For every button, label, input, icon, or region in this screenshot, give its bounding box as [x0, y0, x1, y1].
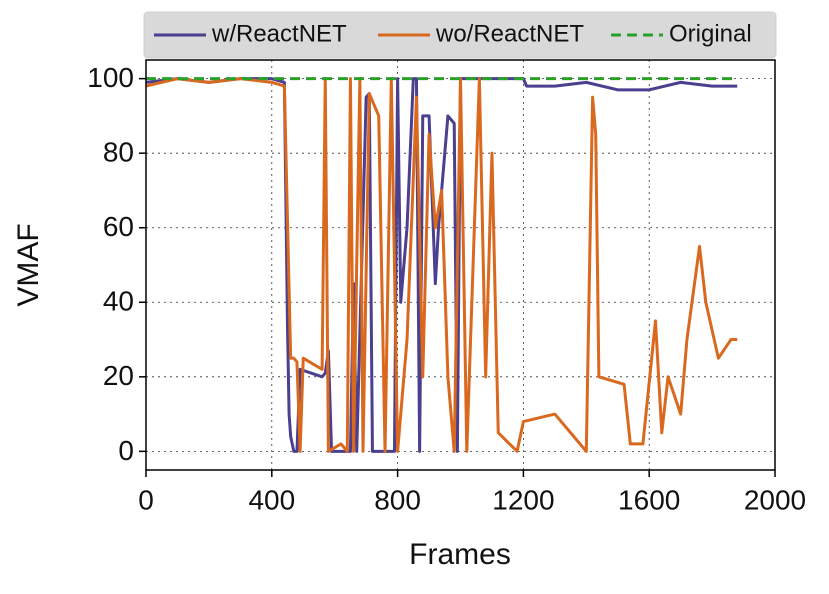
axes-frame [145, 59, 776, 471]
y-tick-label: 60 [103, 211, 134, 242]
y-tick-label: 0 [118, 435, 134, 466]
y-tick-label: 20 [103, 360, 134, 391]
y-tick-label: 80 [103, 137, 134, 168]
x-tick-label: 1200 [492, 484, 554, 515]
lines [145, 77, 738, 453]
legend-label: w/ReactNET [211, 20, 347, 47]
x-axis-label: Frames [409, 538, 511, 571]
legend-label: wo/ReactNET [435, 20, 584, 47]
legend-label: Original [669, 20, 752, 47]
x-tick-label: 2000 [744, 484, 806, 515]
y-tick-label: 100 [87, 62, 134, 93]
legend-box [143, 11, 777, 59]
y-tick-label: 40 [103, 286, 134, 317]
x-tick-label: 0 [138, 484, 154, 515]
series-line [145, 77, 738, 453]
ticks: 0 400 800 1200 1600 2000 0 20 40 60 80 100 [87, 62, 806, 515]
x-tick-label: 800 [374, 484, 421, 515]
x-tick-label: 1600 [618, 484, 680, 515]
legend: w/ReactNET wo/ReactNET Original [154, 20, 752, 47]
x-tick-label: 400 [248, 484, 295, 515]
y-axis-label: VMAF [12, 223, 45, 306]
